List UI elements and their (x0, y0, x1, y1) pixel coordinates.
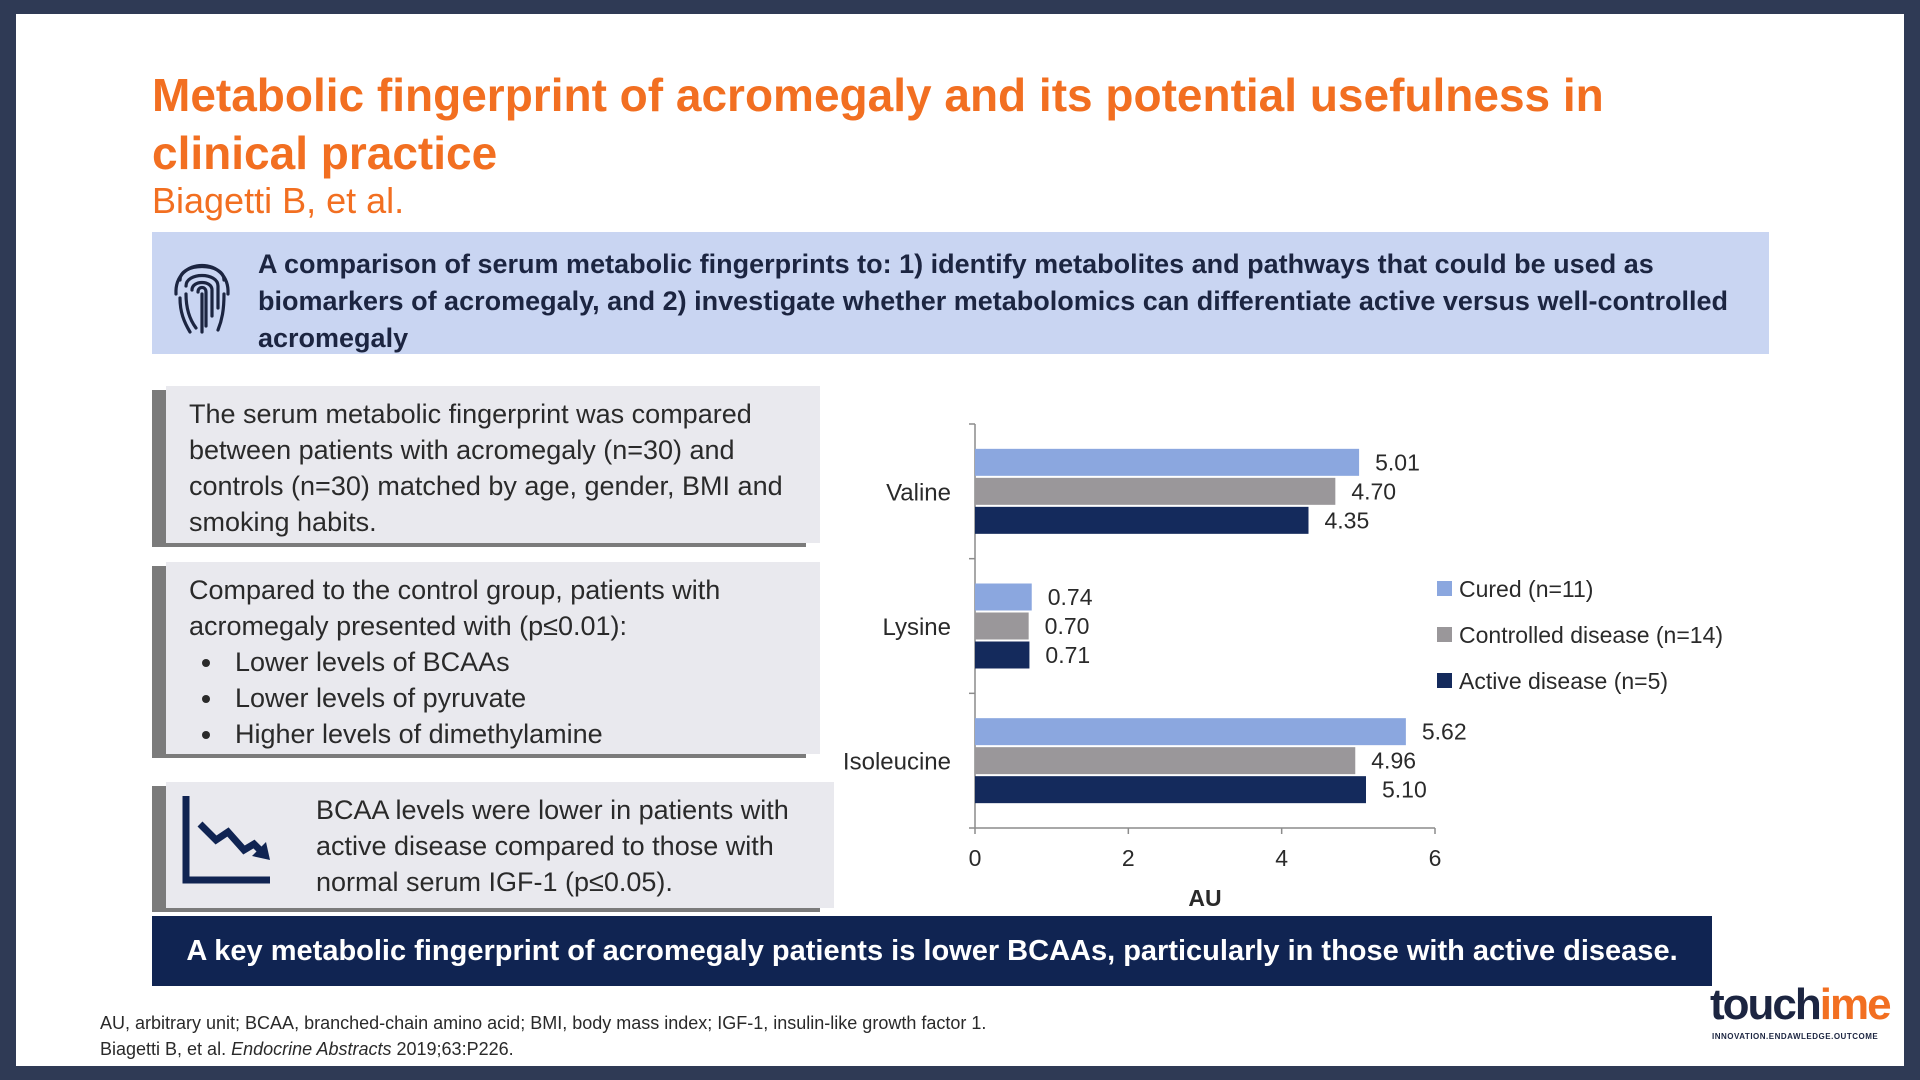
logo-tagline: INNOVATION.ENDAWLEDGE.OUTCOME (1712, 1032, 1879, 1041)
bar-controlled (975, 612, 1029, 640)
logo-word-main: touch (1710, 980, 1822, 1029)
data-label: 5.10 (1382, 777, 1427, 803)
findings-list: Lower levels of BCAAs Lower levels of py… (189, 644, 789, 752)
x-tick-label: 4 (1275, 845, 1288, 871)
legend-swatch (1437, 627, 1452, 642)
footnote-reference: Biagetti B, et al. Endocrine Abstracts 2… (100, 1036, 986, 1062)
data-label: 0.71 (1045, 642, 1090, 668)
legend-swatch (1437, 581, 1452, 596)
touchime-logo: touchime INNOVATION.ENDAWLEDGE.OUTCOME (1710, 968, 1900, 1058)
comparison-box: The serum metabolic fingerprint was comp… (166, 386, 820, 543)
reference-authors: Biagetti B, et al. (100, 1039, 232, 1059)
bar-controlled (975, 747, 1356, 775)
data-label: 5.62 (1422, 719, 1467, 745)
bar-cured (975, 448, 1360, 476)
declining-trend-icon (182, 796, 270, 884)
slide-title: Metabolic fingerprint of acromegaly and … (152, 69, 1604, 179)
finding-item: Lower levels of BCAAs (225, 644, 789, 680)
logo-word-accent: ime (1819, 980, 1892, 1029)
data-label: 4.70 (1351, 478, 1396, 504)
bar-cured (975, 718, 1406, 746)
bcaa-box: BCAA levels were lower in patients with … (166, 782, 834, 908)
x-tick-label: 0 (969, 845, 982, 871)
logo-wordmark: touchime (1710, 980, 1892, 1030)
category-label: Isoleucine (843, 749, 951, 776)
x-axis-title: AU (1188, 885, 1221, 911)
legend-label: Controlled disease (n=14) (1459, 622, 1723, 648)
bar-cured (975, 583, 1032, 611)
bcaa-text: BCAA levels were lower in patients with … (316, 795, 789, 897)
comparison-text: The serum metabolic fingerprint was comp… (189, 399, 783, 537)
footnote-abbreviations: AU, arbitrary unit; BCAA, branched-chain… (100, 1013, 987, 1033)
bar-active (975, 506, 1309, 534)
legend-label: Cured (n=11) (1459, 576, 1593, 602)
x-tick-label: 2 (1122, 845, 1135, 871)
data-label: 4.35 (1325, 507, 1370, 533)
legend-swatch (1437, 673, 1452, 688)
objective-text: A comparison of serum metabolic fingerpr… (258, 249, 1728, 353)
bar-chart: Valine 5.01 4.70 4.35 Lysine 0.74 0.70 0.71 Isol… (843, 423, 1723, 911)
bar-active (975, 641, 1030, 669)
findings-intro: Compared to the control group, patients … (189, 575, 721, 641)
reference-journal: Endocrine Abstracts (231, 1039, 392, 1059)
footnote: AU, arbitrary unit; BCAA, branched-chain… (100, 1010, 986, 1062)
finding-item: Higher levels of dimethylamine (225, 716, 789, 752)
objective-panel: A comparison of serum metabolic fingerpr… (152, 232, 1769, 354)
slide: Metabolic fingerprint of acromegaly and … (16, 14, 1904, 1066)
findings-content: Compared to the control group, patients … (189, 572, 789, 752)
x-tick-label: 6 (1429, 845, 1442, 871)
category-label: Valine (886, 479, 951, 506)
data-label: 0.74 (1048, 584, 1093, 610)
conclusion-banner: A key metabolic fingerprint of acromegal… (152, 916, 1712, 986)
data-label: 5.01 (1375, 449, 1420, 475)
fingerprint-icon (174, 263, 230, 334)
author-line: Biagetti B, et al. (152, 180, 405, 221)
data-label: 0.70 (1045, 613, 1090, 639)
finding-item: Lower levels of pyruvate (225, 680, 789, 716)
reference-details: 2019;63:P226. (391, 1039, 514, 1059)
category-label: Lysine (883, 614, 951, 641)
data-label: 4.96 (1371, 748, 1416, 774)
legend-label: Active disease (n=5) (1459, 668, 1668, 694)
bar-active (975, 776, 1366, 804)
findings-box: Compared to the control group, patients … (166, 562, 820, 754)
bar-controlled (975, 477, 1336, 505)
